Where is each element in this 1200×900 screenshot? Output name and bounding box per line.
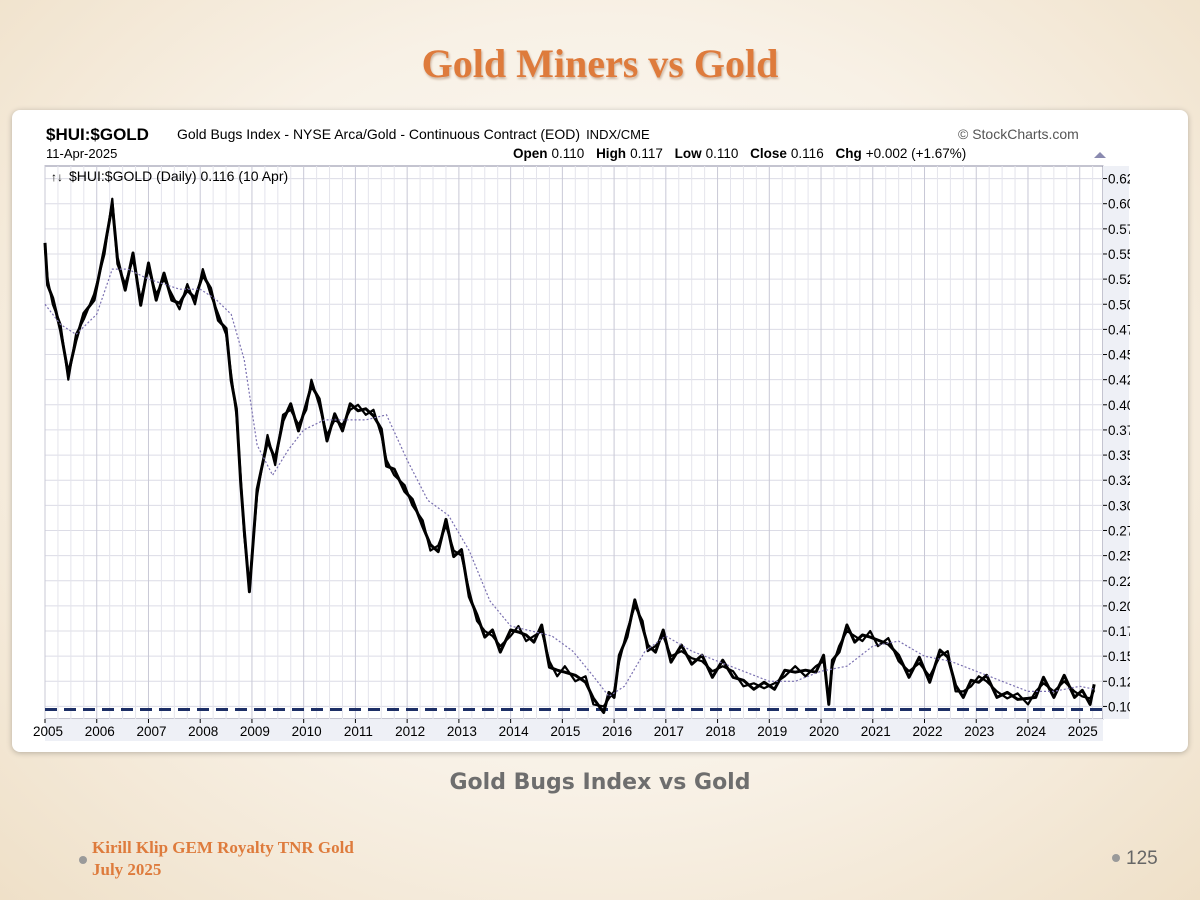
x-tick-label: 2007 <box>136 724 166 739</box>
ohlc-readout: Open 0.110 High 0.117 Low 0.110 Close 0.116 … <box>513 146 966 161</box>
x-tick-label: 2008 <box>188 724 218 739</box>
x-tick-label: 2014 <box>499 724 530 739</box>
x-tick-label: 2013 <box>447 724 477 739</box>
series-marks <box>43 197 1103 714</box>
y-tick-label: 0.350 <box>1108 448 1130 463</box>
y-axis-band <box>1103 166 1129 719</box>
footer-author: Kirill Klip GEM Royalty TNR Gold <box>92 838 354 857</box>
x-tick-label: 2005 <box>33 724 63 739</box>
y-tick-label: 0.200 <box>1108 599 1130 614</box>
y-tick-label: 0.600 <box>1108 197 1130 212</box>
y-tick-label: 0.425 <box>1108 373 1130 388</box>
x-tick-label: 2009 <box>240 724 270 739</box>
x-axis-band <box>45 719 1103 741</box>
price-line <box>43 197 1096 708</box>
y-tick-label: 0.150 <box>1108 649 1130 664</box>
y-tick-label: 0.300 <box>1108 498 1130 513</box>
x-tick-label: 2024 <box>1016 724 1047 739</box>
y-tick-label: 0.225 <box>1108 574 1130 589</box>
x-tick-label: 2018 <box>706 724 736 739</box>
triangle-up-icon <box>1094 152 1106 158</box>
y-tick-label: 0.100 <box>1108 699 1130 714</box>
x-tick-label: 2012 <box>395 724 425 739</box>
x-tick-label: 2021 <box>861 724 891 739</box>
x-tick-label: 2025 <box>1068 724 1098 739</box>
x-tick-label: 2006 <box>85 724 115 739</box>
y-tick-label: 0.400 <box>1108 398 1130 413</box>
x-tick-label: 2010 <box>292 724 322 739</box>
y-tick-label: 0.325 <box>1108 473 1130 488</box>
moving-average-line <box>44 268 1096 698</box>
y-tick-label: 0.175 <box>1108 624 1130 639</box>
chart-caption: Gold Bugs Index vs Gold <box>449 770 751 795</box>
chart-source: © StockCharts.com <box>958 126 1079 142</box>
chart-legend: $HUI:$GOLD (Daily) 0.116 (10 Apr) <box>69 168 288 184</box>
chart: $HUI:$GOLD Gold Bugs Index - NYSE Arca/G… <box>33 125 1130 741</box>
y-tick-label: 0.625 <box>1108 172 1130 187</box>
bullet-icon <box>1112 854 1120 862</box>
y-tick-label: 0.475 <box>1108 322 1130 337</box>
x-tick-label: 2022 <box>912 724 942 739</box>
chart-legend-icon: ↑↓ <box>51 170 63 184</box>
y-tick-label: 0.250 <box>1108 549 1130 564</box>
chart-date: 11-Apr-2025 <box>46 146 117 161</box>
x-tick-label: 2019 <box>757 724 787 739</box>
plot-area <box>44 165 1104 720</box>
chart-symbol: $HUI:$GOLD <box>46 125 149 144</box>
chart-description: Gold Bugs Index - NYSE Arca/Gold - Conti… <box>177 126 650 142</box>
x-axis-ticks: 2005 2006 2007 2008 2009 2010 2011 2012 2013 2014… <box>33 719 1098 739</box>
y-tick-label: 0.275 <box>1108 523 1130 538</box>
x-tick-label: 2016 <box>602 724 632 739</box>
y-tick-label: 0.450 <box>1108 348 1130 363</box>
y-tick-label: 0.550 <box>1108 247 1130 262</box>
x-tick-label: 2015 <box>550 724 580 739</box>
x-tick-label: 2020 <box>809 724 839 739</box>
y-tick-label: 0.525 <box>1108 272 1130 287</box>
y-tick-label: 0.125 <box>1108 674 1130 689</box>
grid <box>44 166 1103 719</box>
x-tick-label: 2017 <box>654 724 684 739</box>
y-tick-label: 0.375 <box>1108 423 1130 438</box>
x-tick-label: 2011 <box>344 724 373 739</box>
slide-title: Gold Miners vs Gold <box>421 41 779 86</box>
footer: Kirill Klip GEM Royalty TNR Gold July 20… <box>92 837 354 881</box>
page-number: 125 <box>1126 848 1158 869</box>
y-tick-label: 0.575 <box>1108 222 1130 237</box>
y-tick-label: 0.500 <box>1108 297 1130 312</box>
footer-date: July 2025 <box>92 860 162 879</box>
y-axis-ticks: 0.100 0.125 0.150 0.175 0.200 0.225 0.250 0.275… <box>1103 172 1130 714</box>
x-tick-label: 2023 <box>964 724 994 739</box>
bullet-icon <box>79 856 87 864</box>
